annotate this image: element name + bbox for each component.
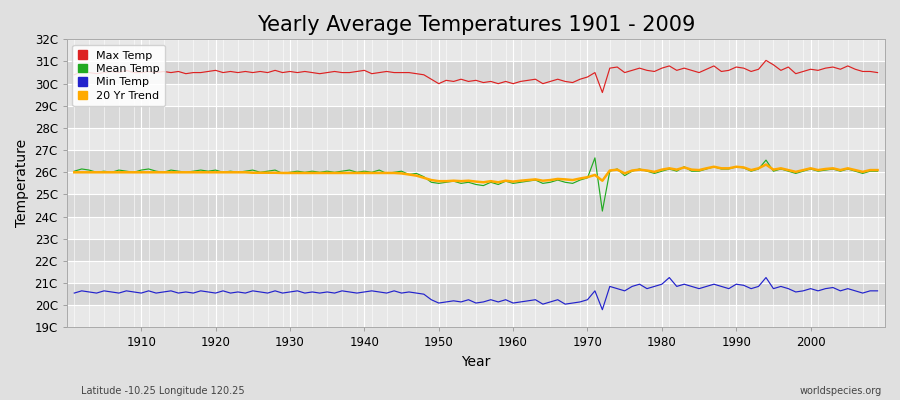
Bar [67,217,885,239]
Bar [67,62,885,84]
Bar [67,305,885,328]
Bar [67,128,885,150]
Text: Latitude -10.25 Longitude 120.25: Latitude -10.25 Longitude 120.25 [81,386,245,396]
Bar [67,261,885,283]
Bar [67,106,885,128]
Legend: Max Temp, Mean Temp, Min Temp, 20 Yr Trend: Max Temp, Mean Temp, Min Temp, 20 Yr Tre… [72,45,165,106]
Title: Yearly Average Temperatures 1901 - 2009: Yearly Average Temperatures 1901 - 2009 [256,15,695,35]
Bar [67,239,885,261]
Bar [67,172,885,194]
Bar [67,150,885,172]
Bar [67,39,885,62]
X-axis label: Year: Year [461,355,491,369]
Bar [67,84,885,106]
Bar [67,283,885,305]
Bar [67,194,885,217]
Y-axis label: Temperature: Temperature [15,139,29,228]
Text: worldspecies.org: worldspecies.org [800,386,882,396]
